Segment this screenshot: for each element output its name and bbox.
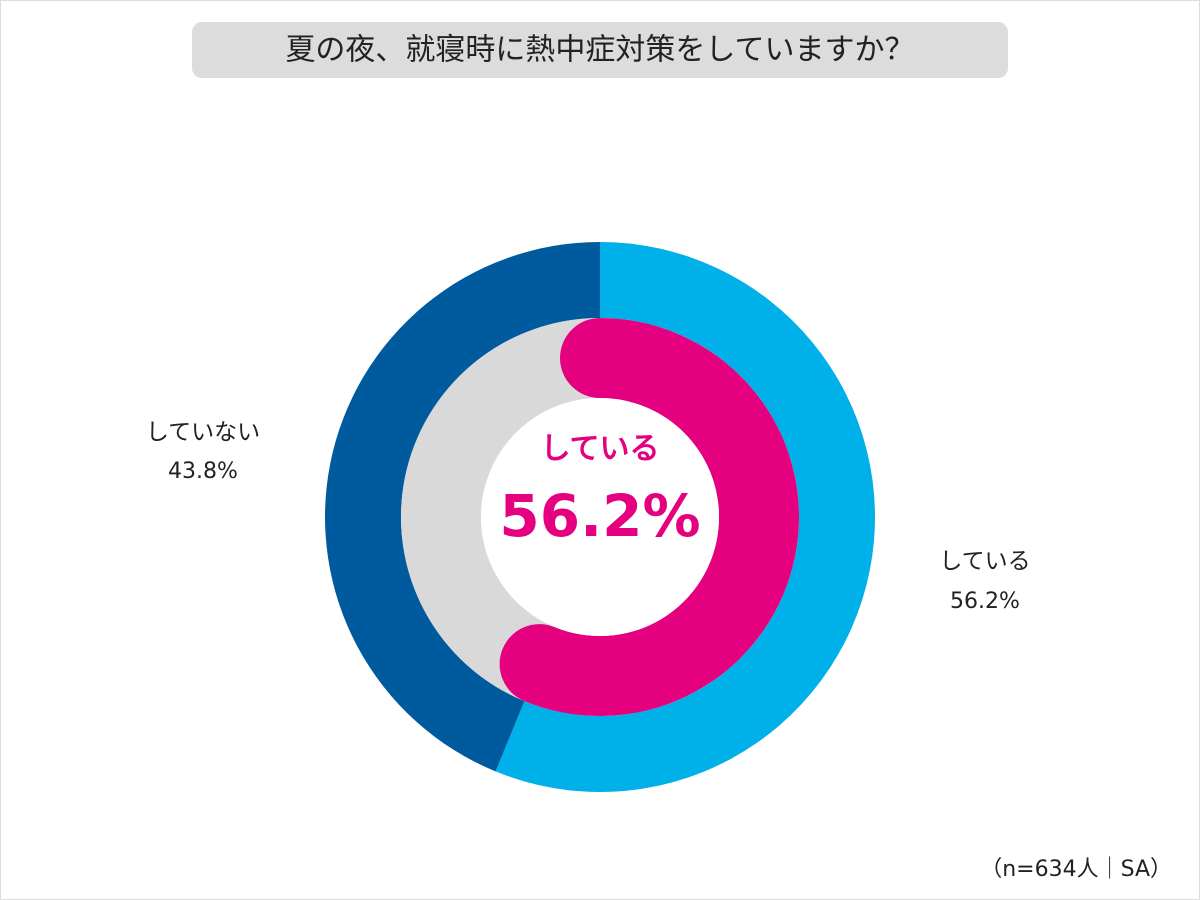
slice-value: 43.8% xyxy=(168,459,238,484)
center xyxy=(481,398,719,636)
chart-title: 夏の夜、就寝時に熱中症対策をしていますか？ xyxy=(285,33,914,68)
slice-value: 56.2% xyxy=(950,589,1020,614)
slice-label: していない xyxy=(146,420,260,446)
center-value: 56.2% xyxy=(499,482,700,550)
title-box xyxy=(192,22,1008,78)
highlight-arc xyxy=(499,318,799,716)
slice-label: している xyxy=(939,549,1030,575)
slice xyxy=(495,242,875,792)
note: （n=634人｜SA） xyxy=(980,857,1172,882)
center-label: している xyxy=(540,432,659,467)
slice xyxy=(324,241,600,772)
